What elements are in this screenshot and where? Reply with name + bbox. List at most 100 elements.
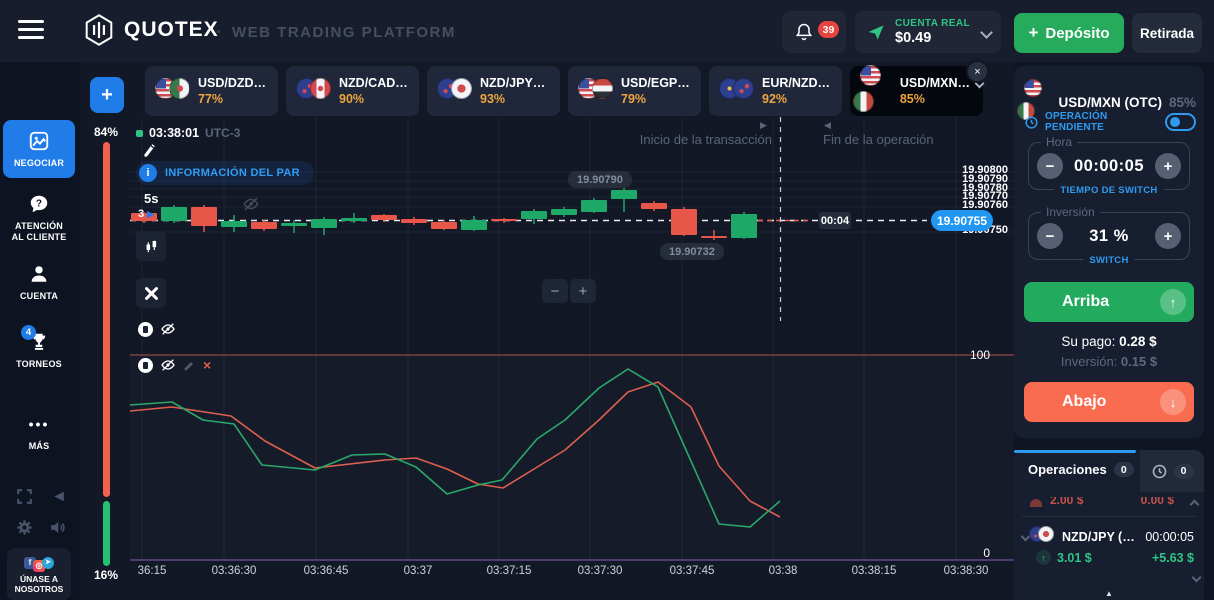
tab-payout: 85% [899,92,925,106]
drawing-tools-button[interactable] [136,278,166,308]
countdown-badge: 00:04 [819,212,851,229]
scrolled-trade-row[interactable]: 2.00 $ 0.00 $ [1014,497,1204,511]
time-tick-label: 03:36:45 [303,565,349,577]
bell-icon [794,21,814,43]
time-tick-label: 03:37 [403,565,433,577]
back-arrow-icon[interactable] [48,487,67,506]
payout-line: Su pago: 0.28 $ [1014,334,1204,349]
time-decrease-button[interactable]: − [1037,153,1063,179]
arrow-down-icon: ↓ [1160,389,1186,415]
gear-icon[interactable] [15,518,34,537]
chart-type-button[interactable] [136,231,166,261]
notifications-button[interactable]: 39 [782,11,846,53]
logo-hexagon-icon [84,14,114,46]
server-clock: 03:38:01 UTC-3 [136,126,240,140]
menu-icon[interactable] [18,20,44,42]
sidebar-item-torneos[interactable]: 4 TORNEOS [3,325,75,370]
time-field-value[interactable]: 00:00:05 [1073,157,1145,175]
asset-tab-usd-mxn[interactable]: USD/MXN… 85% × [850,60,989,116]
put-down-button[interactable]: Abajo ↓ [1024,382,1194,422]
join-label-2: NOSOTROS [14,583,64,594]
time-switch-link[interactable]: TIEMPO DE SWITCH [1054,185,1164,196]
asset-tab-nzd-cad[interactable]: NZD/CAD… 90% [286,66,419,116]
scroll-down-icon[interactable] [1191,572,1202,583]
zoom-in-button[interactable]: + [570,279,596,303]
tab-operaciones[interactable]: Operaciones 0 [1028,462,1134,477]
divider [1022,516,1196,517]
pencil-icon[interactable] [141,142,158,159]
zoom-out-button[interactable]: − [542,279,568,303]
sidebar-label: TORNEOS [16,359,62,369]
support-chat-icon: ? [28,192,50,216]
indicator-row-oscillator: × [138,357,211,373]
sentiment-bar-buyers [103,501,110,566]
sidebar-item-atencion-al-cliente[interactable]: ? ATENCIÓN AL CLIENTE [3,192,75,243]
price-tick-label: 19.90760 [962,199,1008,212]
sidebar-item-cuenta[interactable]: CUENTA [3,262,75,302]
tab-flags-icon [578,78,613,104]
oscillator-red-line [130,381,781,518]
pair-info-button[interactable]: i INFORMACIÓN DEL PAR [136,161,314,185]
tab-flags-icon [437,78,472,104]
sentiment-up-percent: 84% [93,125,119,139]
tab-history[interactable]: 0 [1140,450,1204,492]
time-increase-button[interactable]: + [1155,153,1181,179]
sidebar-item-mas[interactable]: ••• MÁS [3,412,75,452]
asset-tab-nzd-jpy[interactable]: NZD/JPY… 93% [427,66,560,116]
flag-nz-icon [733,78,754,99]
drawing-count[interactable]: 3 ▶ [138,208,154,220]
sound-icon[interactable] [48,518,67,537]
deal-end-label: Fin de la operación [823,132,934,147]
tab-payout: 90% [339,92,365,106]
pending-trade-toggle[interactable] [1164,113,1196,131]
brand-logo[interactable]: QUOTEX [84,14,219,46]
investment-field-value[interactable]: 31 % [1089,227,1129,245]
deal-start-marker-icon[interactable]: ▶ [760,120,767,130]
chart-canvas[interactable] [130,117,1014,580]
clock-icon [1024,115,1039,130]
add-asset-button[interactable]: + [90,77,124,113]
sidebar-item-negociar[interactable]: NEGOCIAR [3,120,75,178]
fullscreen-icon[interactable] [15,487,34,506]
chart-area: 03:38:01 UTC-3 i INFORMACIÓN DEL PAR 5s … [130,117,1014,580]
join-us-button[interactable]: f ◎ ➤ ÚNASE A NOSOTROS [7,548,71,600]
svg-text:?: ? [36,198,42,209]
asset-tab-usd-dzd[interactable]: USD/DZD… 77% [145,66,278,116]
investment-switch-link[interactable]: SWITCH [1083,255,1135,266]
time-tick-label: 03:38:30 [943,565,989,577]
asset-tab-eur-nzd[interactable]: EUR/NZD… 92% [709,66,842,116]
scroll-up-icon[interactable] [1189,499,1200,510]
scrolled-amount: 2.00 $ [1050,497,1084,507]
tab-pair-name: EUR/NZD… [762,76,831,90]
investment-increase-button[interactable]: + [1155,223,1181,249]
edit-indicator-icon[interactable] [183,359,196,372]
operaciones-label: Operaciones [1028,462,1107,477]
deposit-button[interactable]: + Depósito [1014,13,1124,53]
indicator-icon[interactable] [138,357,153,373]
timeframe-label[interactable]: 5s [144,191,159,206]
indicator-icon[interactable] [138,321,153,337]
tab-payout: 93% [480,92,506,106]
investment-decrease-button[interactable]: − [1037,223,1063,249]
active-tab-indicator [1014,450,1136,453]
investment-field-label: Inversión [1041,205,1100,219]
tournaments-badge: 4 [21,325,36,340]
call-up-button[interactable]: Arriba ↑ [1024,282,1194,322]
eye-hidden-icon[interactable] [160,321,176,337]
asset-tab-usd-egp[interactable]: USD/EGP… 79% [568,66,701,116]
pair-payout: 85% [1168,94,1196,110]
tab-flags-icon [719,78,754,104]
tab-pair-name: USD/EGP… [621,76,690,90]
flag-mx-icon [853,91,874,112]
social-icons: f ◎ ➤ [24,555,54,572]
collapse-panel-icon[interactable]: ▲ [1105,589,1113,598]
eye-hidden-icon[interactable] [160,357,176,373]
deal-end-marker-icon[interactable]: ◀ [824,120,831,130]
withdraw-button[interactable]: Retirada [1132,13,1202,53]
close-tab-icon[interactable]: × [966,60,989,83]
account-selector[interactable]: CUENTA REAL $0.49 [855,11,1001,53]
selected-pair-header[interactable]: USD/MXN (OTC) 85% [1017,79,1196,125]
time-tick-label: 03:37:30 [577,565,623,577]
remove-indicator-icon[interactable]: × [203,357,212,373]
